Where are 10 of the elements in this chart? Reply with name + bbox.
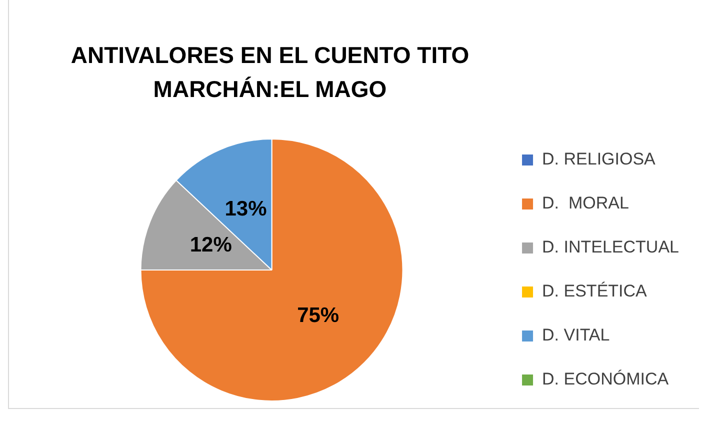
- legend-label: D. MORAL: [542, 194, 629, 213]
- legend-label: D. ESTÉTICA: [542, 282, 648, 301]
- data-label: 13%: [224, 198, 268, 221]
- chart-title: ANTIVALORES EN EL CUENTO TITO MARCHÁN:EL MAGO: [70, 41, 470, 104]
- data-label: 12%: [190, 234, 232, 257]
- legend-label: D. ECONÓMICA: [542, 370, 670, 389]
- legend-label: D. RELIGIOSA: [542, 150, 656, 169]
- legend-label: D. INTELECTUAL: [542, 238, 680, 257]
- legend-label: D. VITAL: [542, 326, 610, 345]
- data-label: 75%: [297, 304, 340, 328]
